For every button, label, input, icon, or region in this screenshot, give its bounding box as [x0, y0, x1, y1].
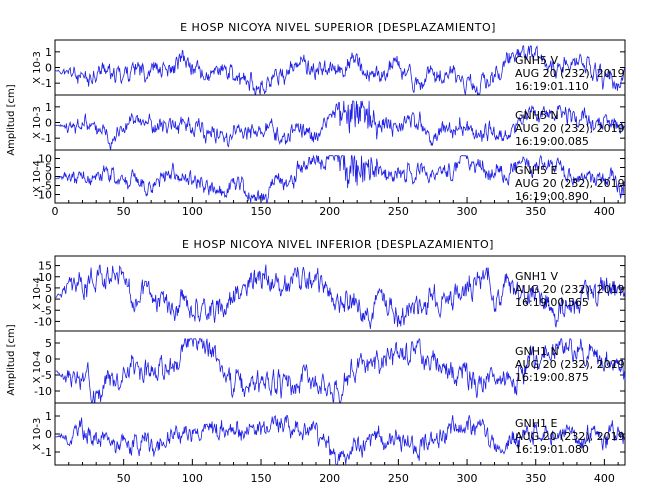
y-tick-label: 0 — [45, 117, 52, 130]
time-label: 16:19:00.085 — [515, 135, 589, 148]
station-component-label: GNH5 V — [515, 54, 559, 67]
time-label: 16:19:00.565 — [515, 296, 589, 309]
waveform-gnh5-n — [54, 100, 626, 150]
y-tick-label: -1 — [41, 132, 52, 145]
y-tick-label: 0 — [45, 171, 52, 184]
panel-frame — [54, 39, 626, 204]
station-component-label: GNH5 E — [515, 164, 558, 177]
station-component-label: GNH1 V — [515, 270, 559, 283]
y-tick-label: -5 — [41, 180, 52, 193]
x-tick-label: 350 — [525, 205, 546, 218]
waveform-gnh1-e — [54, 414, 626, 465]
y-axis-label: Amplitud [cm] — [6, 324, 17, 395]
date-label: AUG 20 (232), 2019 — [515, 430, 625, 443]
x-tick-label: 200 — [319, 472, 340, 485]
x-tick-label: 300 — [457, 472, 478, 485]
time-label: 16:19:00.875 — [515, 371, 589, 384]
y-tick-label: -10 — [34, 315, 52, 328]
station-component-label: GNH5 N — [515, 109, 559, 122]
scale-label: X 10-3 — [32, 51, 43, 84]
panel-2 — [54, 255, 626, 466]
x-tick-label: 200 — [319, 205, 340, 218]
scale-label: X 10-3 — [32, 418, 43, 451]
x-tick-label: 300 — [457, 205, 478, 218]
scale-label: X 10-4 — [32, 277, 43, 310]
x-tick-label: 350 — [525, 472, 546, 485]
y-tick-label: 0 — [45, 428, 52, 441]
y-tick-label: 10 — [38, 153, 52, 166]
x-tick-label: 150 — [251, 205, 272, 218]
x-tick-label: 400 — [594, 472, 615, 485]
y-tick-label: 5 — [45, 337, 52, 350]
scale-label: X 10-4 — [32, 351, 43, 384]
x-tick-label: 100 — [182, 205, 203, 218]
y-tick-label: 1 — [45, 46, 52, 59]
y-tick-label: 15 — [38, 260, 52, 273]
date-label: AUG 20 (232), 2019 — [515, 177, 625, 190]
waveform-gnh5-v — [54, 44, 626, 96]
waveform-gnh1-n — [54, 338, 626, 404]
time-label: 16:19:01.110 — [515, 80, 589, 93]
time-label: 16:19:00.890 — [515, 190, 589, 203]
station-component-label: GNH1 N — [515, 345, 559, 358]
x-tick-label: 250 — [388, 472, 409, 485]
y-tick-label: 10 — [38, 271, 52, 284]
y-tick-label: 0 — [45, 353, 52, 366]
y-tick-label: -5 — [41, 304, 52, 317]
y-tick-label: 1 — [45, 410, 52, 423]
y-tick-label: 1 — [45, 101, 52, 114]
x-tick-label: 100 — [182, 472, 203, 485]
y-tick-label: 0 — [45, 293, 52, 306]
panel-1 — [54, 39, 626, 204]
x-tick-label: 50 — [117, 472, 131, 485]
x-tick-label: 50 — [117, 205, 131, 218]
date-label: AUG 20 (232), 2019 — [515, 283, 625, 296]
date-label: AUG 20 (232), 2019 — [515, 122, 625, 135]
y-axis-label: Amplitud [cm] — [6, 84, 17, 155]
station-component-label: GNH1 E — [515, 417, 558, 430]
y-tick-label: -10 — [34, 189, 52, 202]
x-tick-label: 400 — [594, 205, 615, 218]
y-tick-label: -1 — [41, 77, 52, 90]
date-label: AUG 20 (232), 2019 — [515, 67, 625, 80]
x-tick-label: 150 — [251, 472, 272, 485]
waveform-gnh5-e — [54, 154, 626, 204]
scale-label: X 10-3 — [32, 106, 43, 139]
waveform-gnh1-v — [54, 264, 626, 329]
x-tick-label: 0 — [52, 205, 59, 218]
panel-title: E HOSP NICOYA NIVEL INFERIOR [DESPLAZAMI… — [182, 238, 494, 251]
panel-frame — [54, 255, 626, 466]
panel-title: E HOSP NICOYA NIVEL SUPERIOR [DESPLAZAMI… — [180, 21, 496, 34]
x-tick-label: 250 — [388, 205, 409, 218]
y-tick-label: 0 — [45, 62, 52, 75]
y-tick-label: -10 — [34, 385, 52, 398]
y-tick-label: 5 — [45, 162, 52, 175]
y-tick-label: -1 — [41, 446, 52, 459]
y-tick-label: 5 — [45, 282, 52, 295]
time-label: 16:19:01.080 — [515, 443, 589, 456]
date-label: AUG 20 (232), 2019 — [515, 358, 625, 371]
scale-label: X 10-4 — [32, 160, 43, 193]
y-tick-label: -5 — [41, 369, 52, 382]
